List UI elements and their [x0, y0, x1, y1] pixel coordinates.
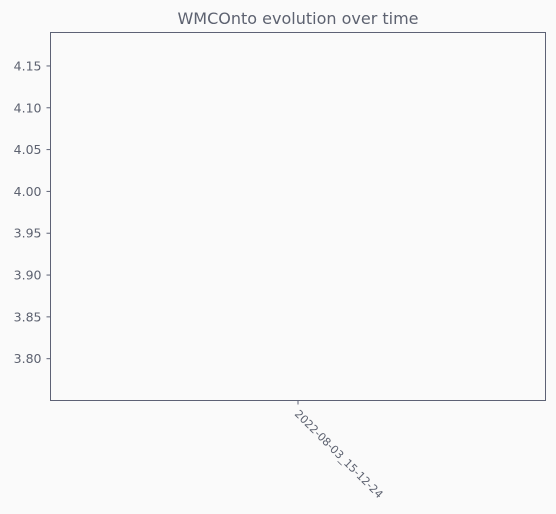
y-tick-label: 3.95 — [14, 226, 42, 241]
x-tick-label: 2022-08-03_15-12-24 — [292, 407, 386, 501]
y-axis: 3.80 3.85 3.90 3.95 4.00 4.05 4.10 4.15 — [14, 58, 51, 366]
plot-area — [50, 32, 546, 401]
y-tick-label: 4.10 — [14, 100, 42, 115]
y-tick-label: 4.15 — [14, 58, 42, 73]
y-tick-label: 4.00 — [14, 184, 42, 199]
y-tick-label: 3.85 — [14, 309, 42, 324]
y-tick-label: 3.90 — [14, 268, 42, 283]
y-tick-label: 3.80 — [14, 351, 42, 366]
y-tick-label: 4.05 — [14, 142, 42, 157]
chart-title: WMCOnto evolution over time — [177, 9, 418, 28]
x-axis: 2022-08-03_15-12-24 — [292, 400, 386, 501]
